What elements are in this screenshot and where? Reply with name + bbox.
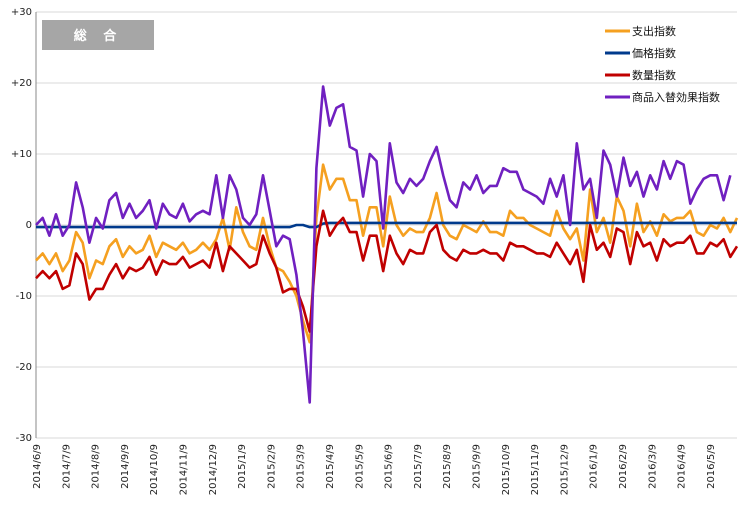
x-tick-label: 2016/2/9 [618, 444, 629, 489]
x-tick-label: 2015/5/9 [354, 444, 365, 489]
x-tick-label: 2015/11/9 [530, 444, 541, 495]
x-tick-label: 2015/7/9 [413, 444, 424, 489]
legend-label-0: 支出指数 [632, 24, 676, 38]
y-tick-label: +10 [11, 149, 32, 160]
x-tick-label: 2014/8/9 [91, 444, 102, 489]
y-tick-label: -10 [16, 291, 32, 302]
x-tick-label: 2016/4/9 [677, 444, 688, 489]
chart-title-box: 総 合 [42, 20, 154, 50]
series-line-1 [36, 221, 737, 229]
y-axis-ticks: +30 +20 +10 0 -10 -20 -30 [11, 7, 32, 444]
y-tick-label: +30 [11, 7, 32, 18]
legend-label-3: 商品入替効果指数 [632, 90, 720, 104]
x-tick-label: 2014/11/9 [179, 444, 190, 495]
chart-title: 総 合 [74, 28, 123, 44]
x-tick-label: 2014/7/9 [61, 444, 72, 489]
x-tick-label: 2016/1/9 [589, 444, 600, 489]
series-line-0 [35, 163, 739, 344]
x-tick-label: 2016/5/9 [706, 444, 717, 489]
x-tick-label: 2015/12/9 [559, 444, 570, 495]
x-tick-label: 2014/9/9 [120, 444, 131, 489]
grid-lines [36, 11, 737, 439]
y-tick-label: +20 [11, 78, 32, 89]
legend-label-1: 価格指数 [632, 46, 676, 60]
x-tick-label: 2014/12/9 [208, 444, 219, 495]
x-tick-label: 2015/4/9 [325, 444, 336, 489]
x-tick-label: 2015/9/9 [472, 444, 483, 489]
x-tick-label: 2015/10/9 [501, 444, 512, 495]
series-line-2 [35, 209, 739, 333]
series-lines [35, 85, 739, 404]
x-tick-label: 2014/10/9 [149, 444, 160, 495]
x-tick-label: 2015/3/9 [296, 444, 307, 489]
x-tick-label: 2015/8/9 [442, 444, 453, 489]
x-axis-ticks: 2014/6/9 2014/7/9 2014/8/9 2014/9/9 2014/10/… [32, 444, 717, 495]
y-tick-label: -20 [16, 362, 32, 373]
legend-label-2: 数量指数 [632, 68, 676, 82]
y-tick-label: 0 [26, 220, 32, 231]
series-line-3 [35, 85, 732, 404]
x-tick-label: 2014/6/9 [32, 444, 43, 489]
x-tick-label: 2015/6/9 [384, 444, 395, 489]
x-tick-label: 2016/3/9 [647, 444, 658, 489]
x-tick-label: 2015/1/9 [237, 444, 248, 489]
x-tick-label: 2015/2/9 [266, 444, 277, 489]
y-tick-label: -30 [16, 433, 32, 444]
